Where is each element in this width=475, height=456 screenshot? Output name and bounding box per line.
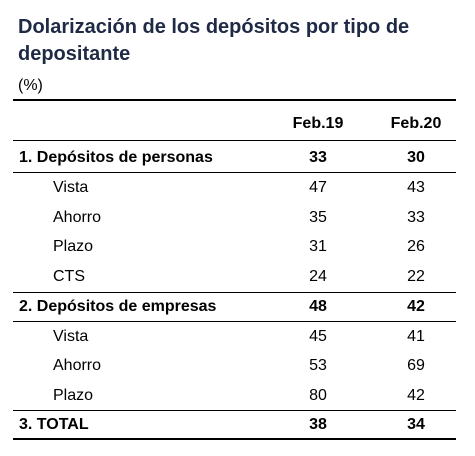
column-header-feb20: Feb.20 — [390, 115, 442, 132]
section-rule — [13, 410, 456, 411]
cell-feb19: 80 — [309, 387, 327, 404]
row-label: 2. Depósitos de empresas — [19, 298, 217, 315]
table-row: Plazo 80 42 — [13, 381, 456, 411]
row-label: Ahorro — [53, 209, 102, 226]
table-row: Ahorro 35 33 — [13, 203, 456, 233]
cell-feb19: 35 — [309, 209, 327, 226]
table-row: Ahorro 53 69 — [13, 351, 456, 381]
table-row: Plazo 31 26 — [13, 232, 456, 262]
cell-feb20: 69 — [407, 357, 425, 374]
bottom-rule — [13, 438, 456, 440]
cell-feb19: 47 — [309, 179, 327, 196]
row-label: 3. TOTAL — [19, 416, 89, 433]
cell-feb19: 33 — [309, 149, 327, 166]
row-label: 1. Depósitos de personas — [19, 149, 213, 166]
cell-feb20: 22 — [407, 268, 425, 285]
cell-feb20: 41 — [407, 328, 425, 345]
table-row: Vista 45 41 — [13, 322, 456, 352]
cell-feb20: 42 — [407, 387, 425, 404]
table-row: Vista 47 43 — [13, 173, 456, 203]
cell-feb20: 26 — [407, 238, 425, 255]
top-rule — [13, 99, 456, 101]
cell-feb19: 48 — [309, 298, 327, 315]
row-label: Plazo — [53, 238, 94, 255]
row-label: Vista — [53, 328, 89, 345]
cell-feb20: 33 — [407, 209, 425, 226]
table-row: 2. Depósitos de empresas 48 42 — [13, 292, 456, 322]
row-rule — [13, 321, 456, 322]
cell-feb20: 34 — [407, 416, 425, 433]
row-label: Plazo — [53, 387, 94, 404]
table-row: 1. Depósitos de personas 33 30 — [13, 143, 456, 173]
row-label: Ahorro — [53, 357, 102, 374]
unit-label: (%) — [18, 77, 43, 94]
table-row: CTS 24 22 — [13, 262, 456, 292]
header-row: Feb.19 Feb.20 — [13, 109, 456, 139]
table-row: 3. TOTAL 38 34 — [13, 410, 456, 440]
cell-feb19: 24 — [309, 268, 327, 285]
section-rule — [13, 292, 456, 293]
cell-feb19: 31 — [309, 238, 327, 255]
table-title: Dolarización de los depósitos por tipo d… — [18, 16, 410, 65]
cell-feb19: 53 — [309, 357, 327, 374]
cell-feb19: 45 — [309, 328, 327, 345]
cell-feb19: 38 — [309, 416, 327, 433]
cell-feb20: 42 — [407, 298, 425, 315]
row-label: CTS — [53, 268, 85, 285]
row-label: Vista — [53, 179, 89, 196]
cell-feb20: 30 — [407, 149, 425, 166]
column-header-feb19: Feb.19 — [292, 115, 344, 132]
row-rule — [13, 172, 456, 173]
header-rule — [13, 140, 456, 141]
cell-feb20: 43 — [407, 179, 425, 196]
